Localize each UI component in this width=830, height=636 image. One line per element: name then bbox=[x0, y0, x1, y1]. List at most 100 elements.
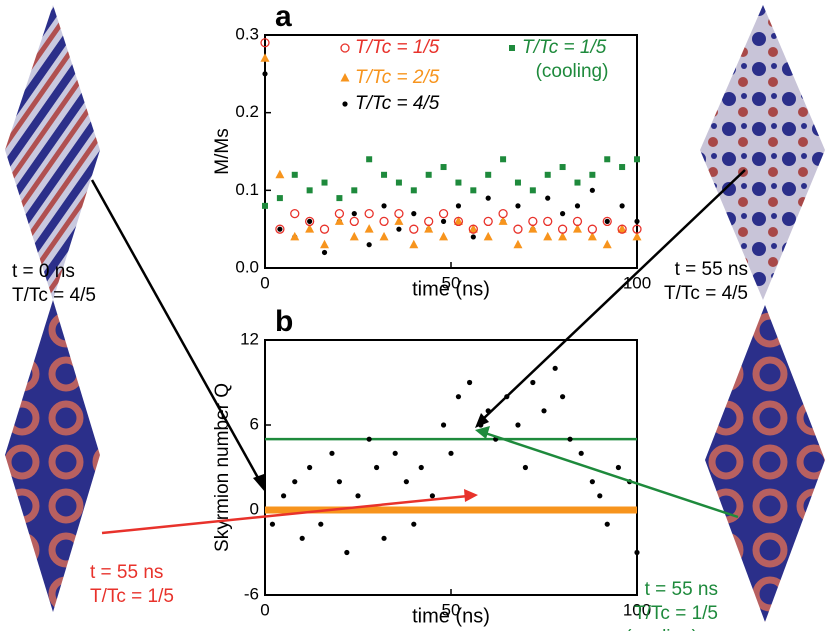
point bbox=[381, 535, 387, 541]
plot-frame bbox=[264, 339, 638, 596]
annotation: T/Tc = 1/5 bbox=[90, 586, 174, 607]
point bbox=[277, 226, 283, 232]
point bbox=[448, 450, 454, 456]
point bbox=[498, 216, 508, 225]
point bbox=[617, 224, 627, 234]
point bbox=[275, 224, 285, 234]
point bbox=[572, 224, 582, 233]
legend-label: T/Tc = 1/5 bbox=[522, 37, 607, 58]
point bbox=[292, 479, 298, 485]
point bbox=[319, 224, 330, 234]
point bbox=[498, 208, 508, 219]
point bbox=[379, 216, 389, 227]
point bbox=[634, 549, 640, 556]
panel-label: b bbox=[275, 305, 293, 338]
point bbox=[344, 549, 350, 556]
point bbox=[305, 224, 315, 233]
point bbox=[329, 450, 335, 456]
point bbox=[409, 239, 419, 249]
point bbox=[440, 218, 447, 224]
point bbox=[381, 171, 388, 178]
point bbox=[281, 493, 287, 499]
point bbox=[411, 521, 417, 527]
point bbox=[634, 156, 640, 163]
point bbox=[321, 249, 328, 256]
point bbox=[290, 208, 300, 219]
x-tick-label: 0 bbox=[260, 600, 269, 619]
point bbox=[500, 156, 507, 163]
point bbox=[334, 208, 345, 219]
point bbox=[604, 156, 611, 163]
point bbox=[307, 218, 313, 224]
x-tick-label: 50 bbox=[442, 600, 461, 619]
point bbox=[528, 224, 538, 233]
point bbox=[558, 231, 568, 241]
y-axis-label: M/Ms bbox=[212, 128, 233, 174]
annotation: t = 0 ns bbox=[12, 261, 75, 282]
x-tick-label: 0 bbox=[260, 273, 269, 292]
point bbox=[470, 234, 476, 240]
point bbox=[351, 187, 358, 194]
legend-marker bbox=[340, 73, 350, 82]
annotations: t = 0 ns T/Tc = 4/5 t = 55 ns T/Tc = 4/5 t =… bbox=[12, 259, 748, 636]
point bbox=[559, 164, 566, 171]
charts: 0 50 100 0.0 0.1 0.2 0.3 time (ns) M/Ms a T/Tc = 1… bbox=[212, 0, 651, 627]
legend-marker bbox=[340, 43, 350, 53]
point bbox=[304, 216, 315, 227]
point bbox=[349, 216, 359, 227]
point bbox=[619, 203, 625, 209]
point bbox=[424, 224, 434, 233]
point bbox=[485, 195, 491, 201]
point bbox=[320, 239, 330, 249]
legend-label: T/Tc = 2/5 bbox=[355, 67, 440, 88]
point bbox=[467, 379, 473, 386]
point bbox=[424, 216, 434, 227]
point bbox=[589, 187, 595, 193]
annotation: T/Tc = 1/5 bbox=[634, 603, 718, 624]
point bbox=[366, 436, 372, 442]
arrowhead bbox=[475, 426, 490, 439]
point bbox=[619, 164, 626, 171]
point bbox=[306, 187, 313, 194]
point bbox=[351, 211, 357, 217]
point bbox=[543, 216, 553, 227]
y-tick-label: 0.0 bbox=[235, 257, 259, 276]
point bbox=[366, 242, 372, 248]
legend-note: (cooling) bbox=[536, 61, 609, 82]
point bbox=[318, 521, 324, 527]
point bbox=[602, 216, 612, 227]
point bbox=[395, 179, 402, 186]
x-axis-label: time (ns) bbox=[412, 278, 490, 300]
point bbox=[438, 208, 449, 219]
point bbox=[394, 208, 404, 219]
arrow bbox=[481, 169, 746, 421]
point bbox=[394, 216, 404, 225]
point bbox=[260, 38, 270, 48]
point bbox=[587, 224, 598, 234]
point bbox=[409, 224, 419, 234]
point bbox=[321, 179, 328, 186]
y-tick-label: 12 bbox=[240, 329, 259, 348]
point bbox=[602, 239, 612, 249]
annotation: (cooling) bbox=[625, 627, 698, 631]
point bbox=[439, 231, 449, 241]
annotation: T/Tc = 4/5 bbox=[12, 285, 96, 306]
point bbox=[572, 216, 583, 227]
spin-image bbox=[5, 5, 100, 300]
y-tick-label: 0.2 bbox=[235, 102, 259, 121]
arrow bbox=[90, 179, 264, 486]
point bbox=[528, 216, 538, 227]
point bbox=[355, 493, 361, 499]
point bbox=[574, 179, 581, 186]
y-axis-label: Skyrmion number Q bbox=[212, 383, 233, 552]
y-tick-label: 0.1 bbox=[235, 180, 259, 199]
point bbox=[597, 493, 603, 499]
point bbox=[366, 156, 373, 163]
point bbox=[617, 224, 627, 233]
x-tick-label: 100 bbox=[623, 600, 651, 619]
arrowhead bbox=[464, 489, 478, 502]
point bbox=[410, 187, 417, 194]
point bbox=[291, 171, 298, 178]
point bbox=[544, 171, 551, 178]
point bbox=[483, 231, 493, 241]
